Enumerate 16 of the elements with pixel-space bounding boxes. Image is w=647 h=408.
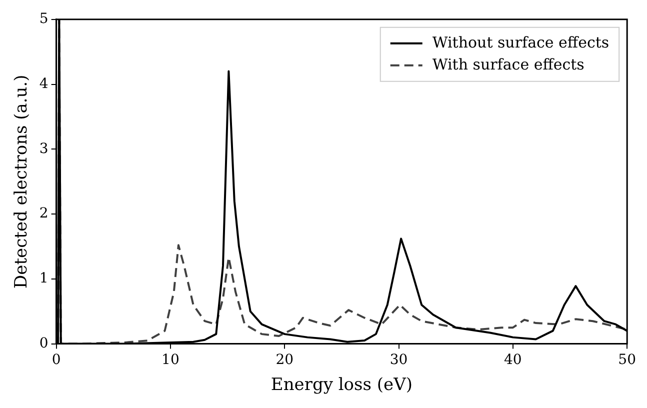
x-tick-label: 0	[52, 352, 61, 368]
y-axis-title: Detected electrons (a.u.)	[12, 74, 32, 288]
x-axis-title: Energy loss (eV)	[270, 375, 412, 396]
y-tick-label: 5	[39, 11, 48, 28]
x-tick-label: 10	[162, 352, 180, 368]
x-tick-label: 30	[390, 352, 408, 368]
x-tick-label: 50	[618, 352, 636, 368]
y-tick-label: 4	[39, 76, 48, 92]
y-tick-label: 0	[39, 335, 48, 352]
y-tick-label: 2	[39, 206, 48, 222]
y-tick-label: 1	[39, 270, 48, 287]
legend-label: With surface effects	[432, 55, 584, 74]
x-tick-label: 20	[276, 352, 294, 368]
y-tick-label: 3	[39, 140, 48, 157]
legend-label: Without surface effects	[432, 33, 610, 52]
x-tick-label: 40	[504, 352, 522, 368]
